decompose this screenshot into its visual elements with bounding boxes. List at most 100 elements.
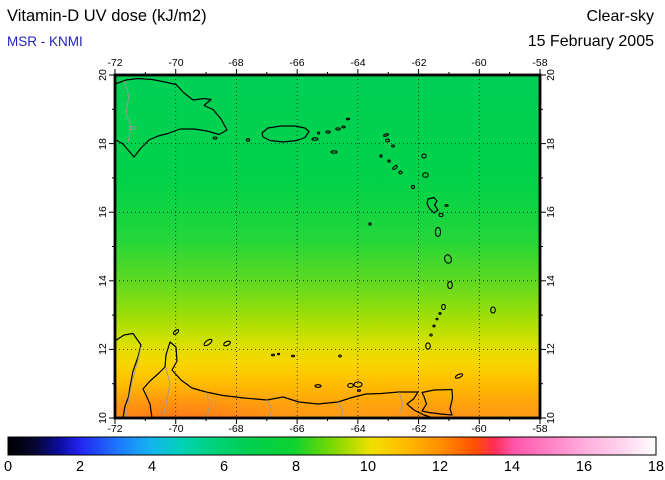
island-saba xyxy=(379,154,383,158)
island-la-blanquilla xyxy=(338,354,342,358)
colorbar-tick-label: 6 xyxy=(220,459,228,475)
island-los-roques xyxy=(270,353,276,357)
lon-tick-label-top: -64 xyxy=(350,57,365,69)
colorbar-tick-label: 16 xyxy=(576,459,592,475)
island-coche xyxy=(356,389,362,392)
lon-tick-label-bottom: -62 xyxy=(411,423,426,435)
lat-tick-label-left: 12 xyxy=(97,343,109,355)
island-culebra xyxy=(316,131,321,135)
lon-tick-label-top: -72 xyxy=(107,57,122,69)
island-los-roques-east xyxy=(276,352,281,356)
coastline-guadeloupe xyxy=(426,196,439,214)
island-dominica xyxy=(434,226,442,238)
island-saona xyxy=(212,136,218,140)
island-canouan xyxy=(435,317,439,321)
island-tortola xyxy=(335,127,341,131)
lat-tick-label-left: 20 xyxy=(97,69,109,81)
figure-title: Vitamin-D UV dose (kJ/m2) xyxy=(7,7,207,25)
lon-tick-label-top: -70 xyxy=(168,57,183,69)
lon-tick-label-top: -62 xyxy=(411,57,426,69)
lat-tick-label-left: 10 xyxy=(97,412,109,424)
island-mona xyxy=(245,138,251,142)
island-vieques xyxy=(311,137,319,141)
lon-tick-label-bottom: -66 xyxy=(289,423,304,435)
colorbar-tick-label: 4 xyxy=(148,459,156,475)
island-la-tortuga xyxy=(314,384,322,388)
island-union xyxy=(432,324,436,328)
uv-dose-secondary-patch xyxy=(349,400,531,418)
colorbar-gradient xyxy=(8,437,656,455)
axis-ticks xyxy=(109,69,546,424)
lon-tick-label-bottom: -72 xyxy=(107,423,122,435)
lat-tick-label-right: 18 xyxy=(545,138,557,150)
small-islands xyxy=(172,117,496,392)
lat-tick-label-right: 12 xyxy=(545,343,557,355)
lat-tick-label-left: 14 xyxy=(97,275,109,287)
lat-tick-label-right: 16 xyxy=(545,206,557,218)
island-st-croix xyxy=(330,150,338,154)
lon-tick-label-bottom: -64 xyxy=(350,423,365,435)
colorbar-tick-label: 12 xyxy=(432,459,448,475)
date-label: 15 February 2005 xyxy=(528,33,654,50)
island-aruba xyxy=(172,329,180,335)
island-anguilla xyxy=(382,133,390,137)
island-barbados xyxy=(490,306,496,314)
island-barbuda xyxy=(421,153,427,159)
island-curacao xyxy=(203,338,213,347)
lat-tick-label-right: 20 xyxy=(545,69,557,81)
island-st-barthelemy xyxy=(390,144,396,148)
colorbar-tick-label: 8 xyxy=(292,459,300,475)
lon-tick-label-top: -66 xyxy=(289,57,304,69)
map-plot xyxy=(115,75,540,418)
lon-tick-label-bottom: -58 xyxy=(532,423,547,435)
island-bequia xyxy=(438,312,442,315)
coastline-south-america xyxy=(115,332,434,418)
lat-tick-label-left: 18 xyxy=(97,138,109,150)
lake-enriquillo xyxy=(129,126,137,130)
gridlines xyxy=(115,75,540,418)
colorbar-tick-label: 10 xyxy=(360,459,376,475)
island-st-eustatius xyxy=(387,159,391,163)
country-borders xyxy=(123,80,404,418)
island-st-vincent xyxy=(441,303,446,311)
source-label: MSR - KNMI xyxy=(7,34,83,49)
island-la-desirade xyxy=(444,204,449,207)
lon-tick-label-bottom: -68 xyxy=(228,423,243,435)
island-st-martin xyxy=(384,138,391,143)
coastline-trinidad xyxy=(421,388,454,416)
island-grenada xyxy=(425,342,431,350)
lat-tick-label-left: 16 xyxy=(97,206,109,218)
lon-tick-label-top: -68 xyxy=(228,57,243,69)
coastline-puerto-rico xyxy=(261,125,310,143)
island-marie-galante xyxy=(438,212,444,218)
island-antigua xyxy=(422,172,429,178)
lon-tick-label-bottom: -70 xyxy=(168,423,183,435)
island-margarita-west xyxy=(347,382,354,389)
colorbar-tick-label: 14 xyxy=(504,459,520,475)
island-nevis xyxy=(398,170,403,175)
lon-tick-label-top: -60 xyxy=(471,57,486,69)
island-carriacou xyxy=(429,333,433,337)
colorbar-frame xyxy=(7,436,657,456)
coastline-hispaniola xyxy=(115,77,228,158)
island-la-orchila xyxy=(290,354,296,358)
island-st-thomas xyxy=(325,130,331,134)
island-martinique xyxy=(444,254,452,264)
colorbar-tick-label: 18 xyxy=(648,459,664,475)
uv-dose-maximum-patch xyxy=(115,382,334,418)
island-st-kitts xyxy=(392,165,398,170)
lat-tick-label-right: 14 xyxy=(545,275,557,287)
lat-tick-label-right: 10 xyxy=(545,412,557,424)
island-tobago xyxy=(454,373,464,379)
lon-tick-label-top: -58 xyxy=(532,57,547,69)
island-virgin-gorda xyxy=(341,125,346,129)
colorbar xyxy=(7,436,657,456)
coastlines xyxy=(115,77,454,418)
island-anegada xyxy=(345,117,351,121)
uv-dose-field xyxy=(115,75,540,418)
lon-tick-label-bottom: -60 xyxy=(471,423,486,435)
island-aves xyxy=(368,222,372,226)
island-bonaire xyxy=(223,340,231,347)
